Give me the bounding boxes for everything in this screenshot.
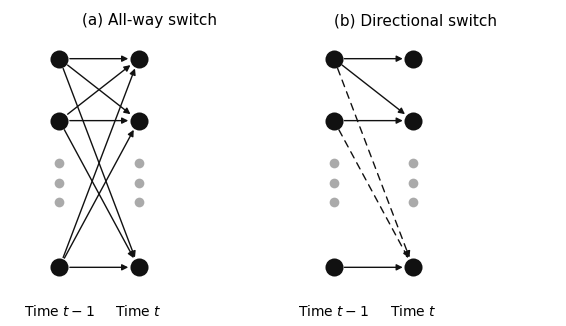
Text: Time $t$: Time $t$ (390, 304, 436, 319)
Text: (b) Directional switch: (b) Directional switch (334, 13, 497, 28)
Text: Time $t-1$: Time $t-1$ (298, 304, 370, 319)
Text: (a) All-way switch: (a) All-way switch (82, 13, 217, 28)
Text: Time $t-1$: Time $t-1$ (24, 304, 95, 319)
Text: Time $t$: Time $t$ (115, 304, 162, 319)
